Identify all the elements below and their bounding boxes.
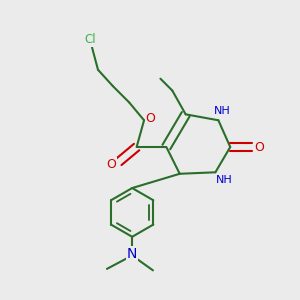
Text: N: N <box>127 247 137 261</box>
Text: NH: NH <box>216 175 233 185</box>
Text: O: O <box>254 140 264 154</box>
Text: O: O <box>106 158 116 171</box>
Text: O: O <box>146 112 155 125</box>
Text: Cl: Cl <box>85 33 96 46</box>
Text: NH: NH <box>214 106 230 116</box>
